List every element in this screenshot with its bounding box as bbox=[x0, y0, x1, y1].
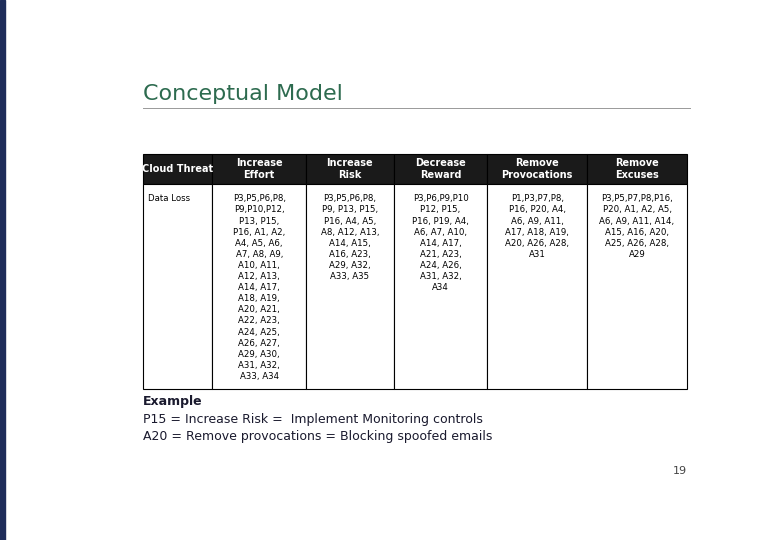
Text: Example: Example bbox=[143, 395, 203, 408]
Bar bbox=[212, 184, 306, 389]
Text: Decrease
Reward: Decrease Reward bbox=[415, 158, 466, 180]
Text: Cloud Threat: Cloud Threat bbox=[142, 164, 213, 174]
Bar bbox=[488, 154, 587, 184]
Bar bbox=[143, 154, 212, 184]
Bar bbox=[488, 184, 587, 389]
Text: 19: 19 bbox=[673, 467, 687, 476]
Text: P1,P3,P7,P8,
P16, P20, A4,
A6, A9, A11,
A17, A18, A19,
A20, A26, A28,
A31: P1,P3,P7,P8, P16, P20, A4, A6, A9, A11, … bbox=[505, 194, 569, 259]
Text: Increase
Risk: Increase Risk bbox=[327, 158, 373, 180]
Bar bbox=[143, 184, 212, 389]
Bar bbox=[587, 154, 687, 184]
Text: P3,P5,P6,P8,
P9, P13, P15,
P16, A4, A5,
A8, A12, A13,
A14, A15,
A16, A23,
A29, A: P3,P5,P6,P8, P9, P13, P15, P16, A4, A5, … bbox=[321, 194, 379, 281]
Bar bbox=[212, 154, 306, 184]
Text: A20 = Remove provocations = Blocking spoofed emails: A20 = Remove provocations = Blocking spo… bbox=[143, 430, 492, 443]
Text: Remove
Provocations: Remove Provocations bbox=[502, 158, 573, 180]
Bar bbox=[587, 184, 687, 389]
Bar bbox=[306, 154, 394, 184]
Bar bbox=[394, 184, 488, 389]
Bar bbox=[394, 154, 488, 184]
Text: Increase
Effort: Increase Effort bbox=[236, 158, 282, 180]
Text: P3,P6,P9,P10
P12, P15,
P16, P19, A4,
A6, A7, A10,
A14, A17,
A21, A23,
A24, A26,
: P3,P6,P9,P10 P12, P15, P16, P19, A4, A6,… bbox=[412, 194, 469, 292]
Text: P3,P5,P6,P8,
P9,P10,P12,
P13, P15,
P16, A1, A2,
A4, A5, A6,
A7, A8, A9,
A10, A11: P3,P5,P6,P8, P9,P10,P12, P13, P15, P16, … bbox=[232, 194, 285, 381]
Text: Data Loss: Data Loss bbox=[147, 194, 190, 204]
Text: P15 = Increase Risk =  Implement Monitoring controls: P15 = Increase Risk = Implement Monitori… bbox=[143, 413, 483, 426]
Bar bbox=[306, 184, 394, 389]
Text: Remove
Excuses: Remove Excuses bbox=[615, 158, 659, 180]
Text: P3,P5,P7,P8,P16,
P20, A1, A2, A5,
A6, A9, A11, A14,
A15, A16, A20,
A25, A26, A28: P3,P5,P7,P8,P16, P20, A1, A2, A5, A6, A9… bbox=[600, 194, 675, 259]
Text: Conceptual Model: Conceptual Model bbox=[143, 84, 342, 104]
